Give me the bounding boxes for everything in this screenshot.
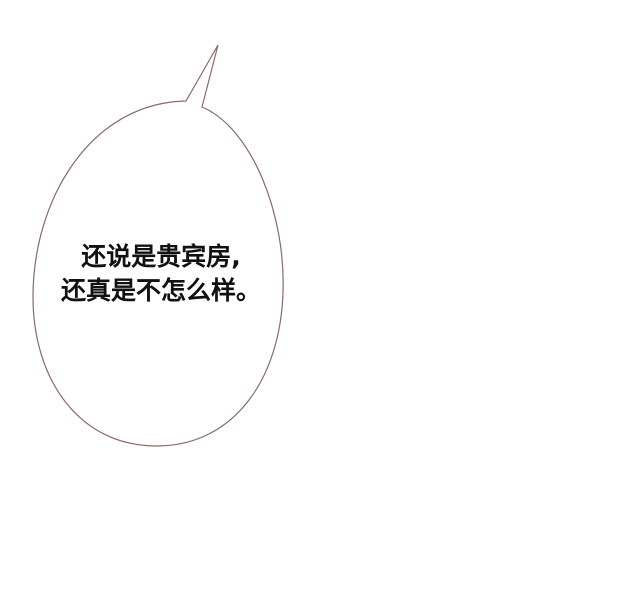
speech-line-2: 还真是不怎么样。: [60, 276, 261, 305]
speech-line-1: 还说是贵宾房,: [81, 242, 241, 271]
speech-bubble-text: 还说是贵宾房, 还真是不怎么样。: [30, 240, 292, 308]
speech-bubble-outline: [32, 44, 284, 447]
